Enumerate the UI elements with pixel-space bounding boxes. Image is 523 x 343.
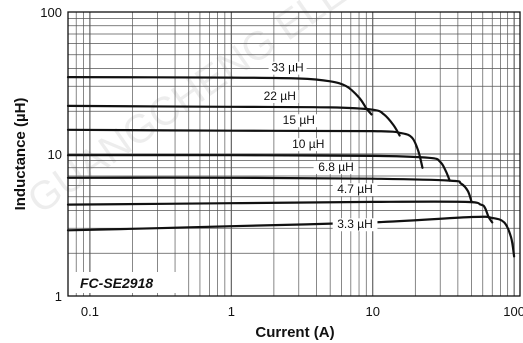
series-label-bg xyxy=(313,160,359,174)
series-label-bg xyxy=(289,138,328,152)
series-label: 4.7 µH xyxy=(337,182,373,196)
x-tick-label: 1 xyxy=(228,304,235,319)
series-label-bg xyxy=(332,183,378,197)
model-label-box xyxy=(72,272,184,293)
y-axis-title: Inductance (µH) xyxy=(12,98,29,211)
series-label-bg xyxy=(332,218,378,232)
series-label: 22 µH xyxy=(264,89,296,103)
series-line xyxy=(66,200,494,224)
series-label: 10 µH xyxy=(292,137,324,151)
x-tick-label: 0.1 xyxy=(81,304,99,319)
series-line xyxy=(66,176,473,203)
series-label: 33 µH xyxy=(271,61,303,75)
y-tick-label: 1 xyxy=(55,289,62,304)
plot-frame xyxy=(67,11,521,297)
series-label-bg xyxy=(268,61,307,75)
series-line xyxy=(66,154,451,182)
series-label: 6.8 µH xyxy=(318,160,354,174)
series-label: 15 µH xyxy=(283,113,315,127)
series-line xyxy=(66,128,424,169)
series-layer: 33 µH 22 µH 15 µH 10 µH 6.8 µH 4.7 µH 3.3 µH xyxy=(66,61,516,258)
series-label: 3.3 µH xyxy=(337,217,373,231)
x-tick-label: 100 xyxy=(503,304,523,319)
series-line xyxy=(66,104,401,137)
tick-labels: 0.1 1 10 100 1 10 100 xyxy=(40,5,523,319)
series-line xyxy=(66,76,373,116)
x-axis-title: Current (A) xyxy=(255,324,334,341)
series-label-bg xyxy=(260,90,299,104)
x-tick-label: 10 xyxy=(365,304,379,319)
series-label-bg xyxy=(279,114,318,128)
y-tick-label: 10 xyxy=(48,147,62,162)
grid-lines xyxy=(68,12,520,296)
model-label: FC-SE2918 xyxy=(80,275,153,291)
series-line xyxy=(66,215,516,258)
y-tick-label: 100 xyxy=(40,5,62,20)
